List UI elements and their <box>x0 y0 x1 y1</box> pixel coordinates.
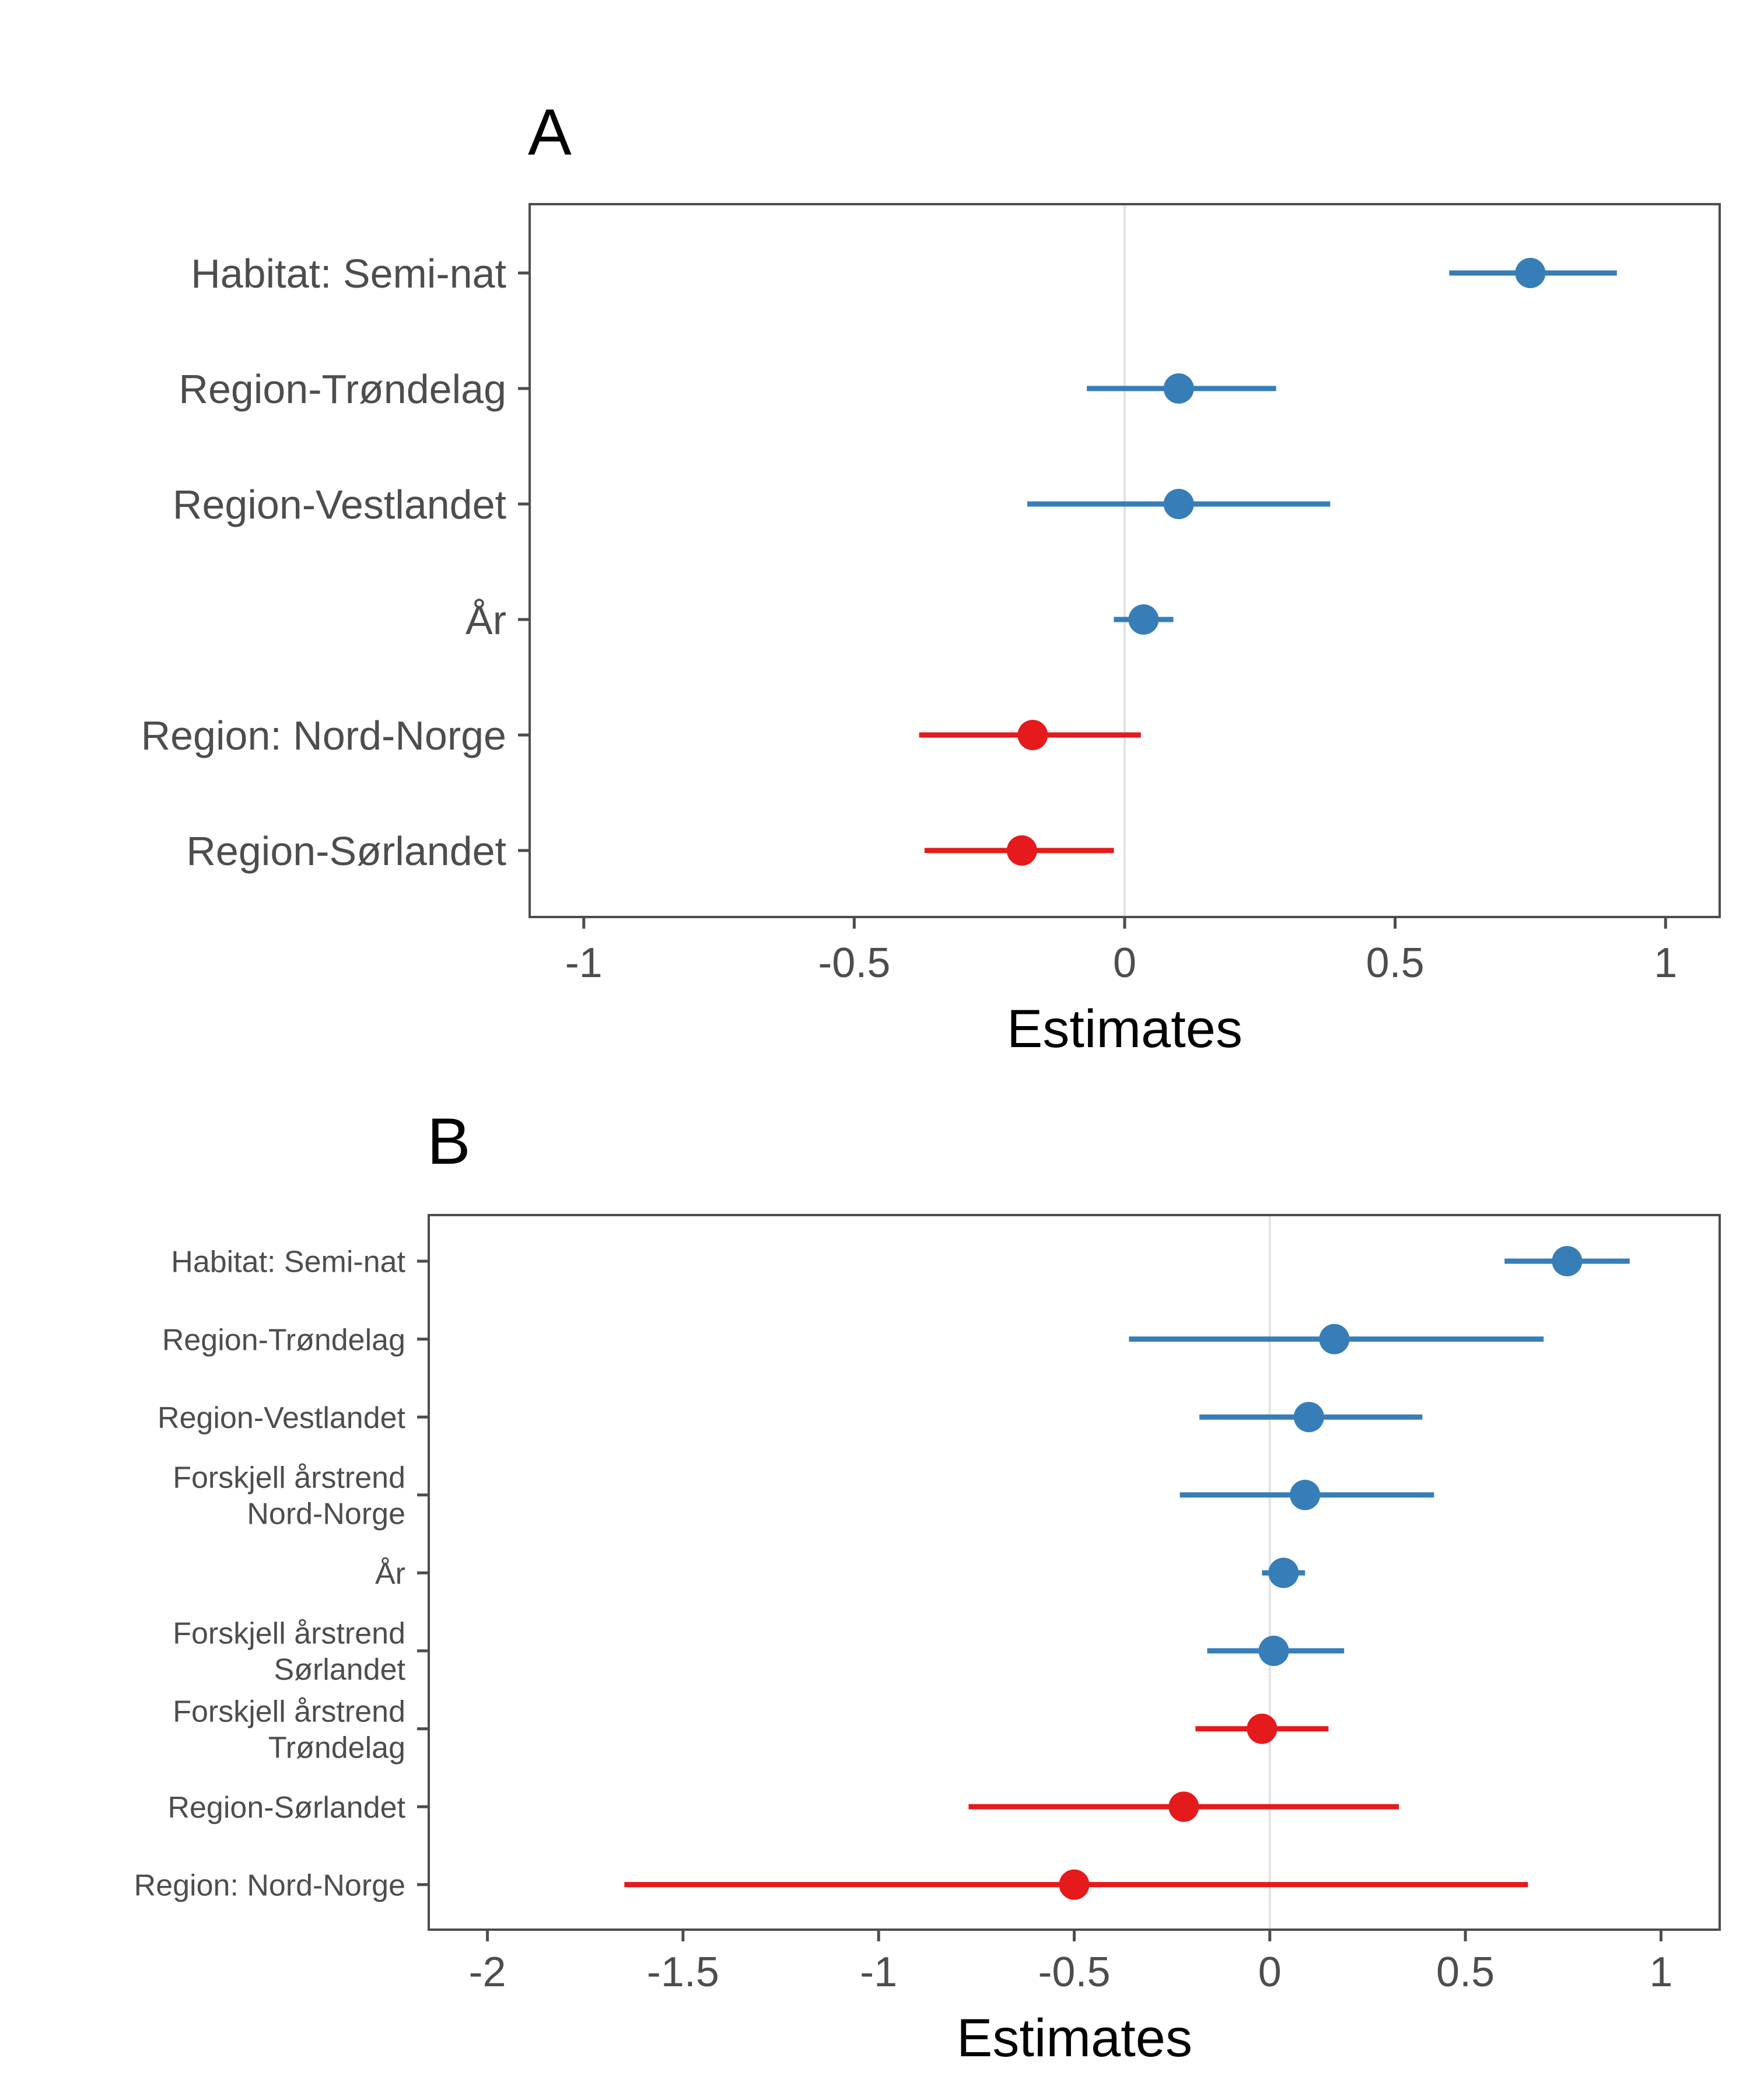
estimate-point <box>1006 835 1037 866</box>
panel-b: B Estimates -2 -1.5 -1 -0.5 0 0.5 1 Habitat: Se… <box>134 1105 1721 2068</box>
y-category-label: Nord-Norge <box>247 1497 405 1531</box>
x-tick-label: -1 <box>860 1949 897 1996</box>
panel-b-x-axis-title: Estimates <box>957 2008 1192 2068</box>
x-tick-label: 1 <box>1649 1949 1672 1996</box>
estimate-point <box>1552 1246 1583 1276</box>
y-category-label: Habitat: Semi-nat <box>191 251 506 296</box>
estimate-point <box>1293 1402 1324 1433</box>
estimate-point <box>1168 1791 1199 1822</box>
y-category-label: Region-Trøndelag <box>178 366 506 412</box>
x-tick-label: -1 <box>565 940 603 986</box>
estimate-point <box>1268 1558 1299 1588</box>
y-category-label: År <box>375 1557 405 1591</box>
x-tick-label: -0.5 <box>1038 1949 1110 1996</box>
estimate-point <box>1319 1324 1350 1354</box>
y-category-label: Forskjell årstrend <box>173 1695 405 1728</box>
estimate-point <box>1290 1479 1321 1510</box>
y-category-label: Sørlandet <box>274 1653 406 1687</box>
x-tick-label: 0 <box>1258 1949 1282 1996</box>
estimate-point <box>1163 489 1194 519</box>
panel-a-x-axis-title: Estimates <box>1007 999 1242 1059</box>
x-tick-label: 0.5 <box>1366 940 1424 986</box>
panel-a-letter: A <box>528 96 572 169</box>
x-tick-label: -1.5 <box>647 1949 719 1996</box>
x-tick-label: 0 <box>1113 940 1136 986</box>
estimate-point <box>1515 258 1546 288</box>
estimate-point <box>1258 1636 1289 1666</box>
y-category-label: Habitat: Semi-nat <box>171 1245 405 1279</box>
estimate-point <box>1128 604 1159 635</box>
x-tick-label: 0.5 <box>1436 1949 1494 1996</box>
x-tick-label: -0.5 <box>818 940 890 986</box>
estimate-point <box>1059 1869 1090 1900</box>
estimate-point <box>1247 1713 1278 1744</box>
y-category-label: Forskjell årstrend <box>173 1461 405 1495</box>
y-category-label: Forskjell årstrend <box>173 1617 405 1651</box>
x-tick-label: 1 <box>1654 940 1677 986</box>
estimate-point <box>1163 373 1194 404</box>
y-category-label: Region-Sørlandet <box>186 828 506 874</box>
y-category-label: Region-Vestlandet <box>158 1401 406 1435</box>
panel-a: A Estimates -1 -0.5 0 0.5 1 Habitat: Semi-nat… <box>141 96 1721 1059</box>
y-category-label: Region: Nord-Norge <box>134 1869 405 1903</box>
y-category-label: År <box>466 597 506 643</box>
y-category-label: Region-Vestlandet <box>173 482 506 527</box>
y-category-label: Region-Trøndelag <box>162 1323 405 1357</box>
x-tick-label: -2 <box>469 1949 506 1996</box>
estimate-point <box>1017 720 1048 750</box>
y-category-label: Region: Nord-Norge <box>141 713 506 758</box>
y-category-label: Region-Sørlandet <box>167 1791 405 1825</box>
y-category-label: Trøndelag <box>268 1731 405 1765</box>
panel-b-letter: B <box>427 1105 471 1178</box>
